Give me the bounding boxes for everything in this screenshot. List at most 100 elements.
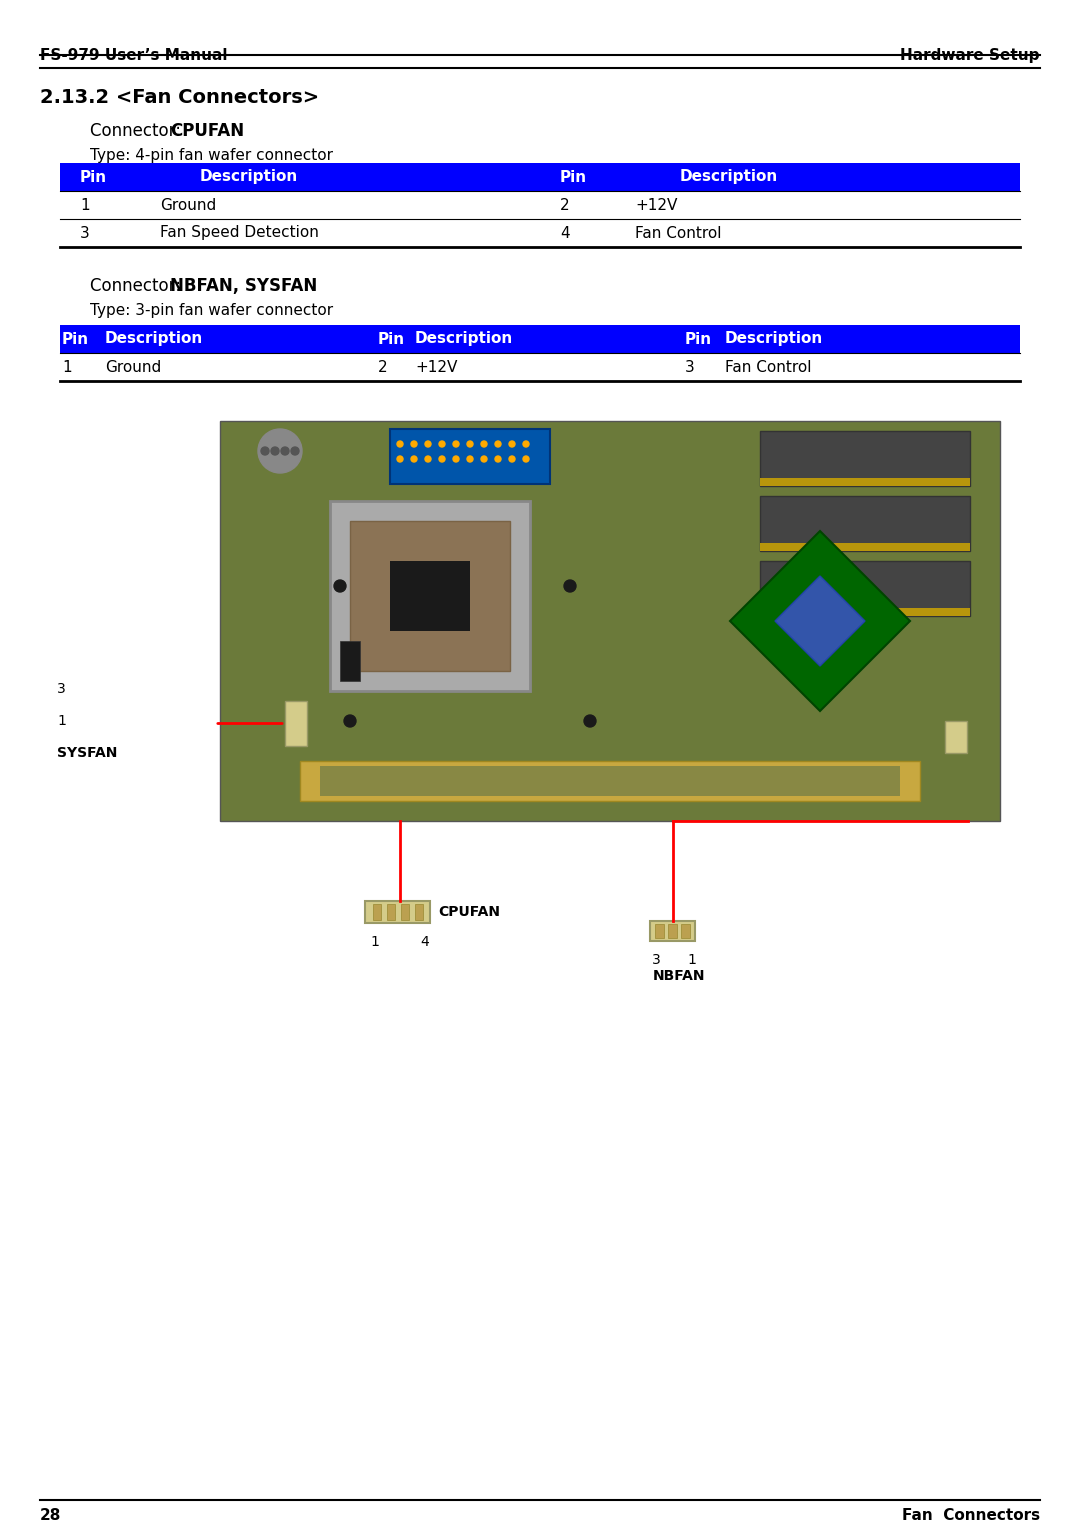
Text: 4: 4: [420, 936, 429, 950]
Text: Fan Control: Fan Control: [635, 225, 721, 240]
Bar: [401, 904, 409, 920]
Bar: [681, 924, 690, 937]
Text: Pin: Pin: [561, 170, 588, 185]
Circle shape: [397, 440, 403, 446]
Bar: [285, 700, 307, 746]
Circle shape: [564, 579, 576, 592]
Circle shape: [261, 446, 269, 456]
Text: Pin: Pin: [80, 170, 107, 185]
Circle shape: [397, 456, 403, 462]
Text: CPUFAN: CPUFAN: [438, 905, 500, 919]
Text: Ground: Ground: [105, 359, 161, 375]
Text: 2.13.2 <Fan Connectors>: 2.13.2 <Fan Connectors>: [40, 89, 319, 107]
Text: 1: 1: [62, 359, 71, 375]
Text: NBFAN: NBFAN: [652, 969, 705, 983]
Circle shape: [523, 456, 529, 462]
Bar: [387, 904, 395, 920]
Circle shape: [453, 456, 459, 462]
Circle shape: [258, 430, 302, 472]
Text: Pin: Pin: [378, 332, 405, 347]
Circle shape: [411, 456, 417, 462]
Text: Pin: Pin: [62, 332, 90, 347]
Bar: [350, 521, 510, 671]
Circle shape: [509, 440, 515, 446]
Bar: [760, 495, 970, 550]
Text: Description: Description: [415, 332, 513, 347]
Bar: [365, 901, 430, 924]
Bar: [60, 326, 1020, 353]
Text: +12V: +12V: [415, 359, 457, 375]
Circle shape: [523, 440, 529, 446]
Text: 1: 1: [57, 714, 66, 728]
Text: Pin: Pin: [685, 332, 712, 347]
Bar: [760, 609, 970, 616]
Bar: [654, 924, 664, 937]
Circle shape: [481, 456, 487, 462]
Text: 2: 2: [378, 359, 388, 375]
Bar: [300, 761, 920, 801]
Circle shape: [334, 579, 346, 592]
Circle shape: [291, 446, 299, 456]
Bar: [669, 924, 677, 937]
Text: Hardware Setup: Hardware Setup: [901, 47, 1040, 63]
Text: Ground: Ground: [160, 197, 216, 213]
Polygon shape: [775, 576, 865, 667]
Bar: [320, 766, 900, 797]
Bar: [60, 164, 1020, 191]
Text: SYSFAN: SYSFAN: [57, 746, 118, 760]
Bar: [650, 920, 696, 940]
Bar: [945, 722, 967, 752]
Circle shape: [438, 440, 445, 446]
Circle shape: [495, 440, 501, 446]
Circle shape: [467, 456, 473, 462]
Bar: [220, 420, 1000, 821]
Text: Fan Control: Fan Control: [725, 359, 811, 375]
Circle shape: [411, 440, 417, 446]
Bar: [415, 904, 423, 920]
Bar: [390, 430, 550, 485]
Circle shape: [453, 440, 459, 446]
Text: Description: Description: [725, 332, 823, 347]
Circle shape: [467, 440, 473, 446]
Bar: [760, 543, 970, 550]
Bar: [760, 479, 970, 486]
Circle shape: [271, 446, 279, 456]
Text: 3: 3: [57, 682, 66, 696]
Circle shape: [584, 716, 596, 726]
Circle shape: [495, 456, 501, 462]
Text: +12V: +12V: [635, 197, 677, 213]
Text: 1: 1: [370, 936, 379, 950]
Text: 3: 3: [80, 225, 90, 240]
Text: Fan Speed Detection: Fan Speed Detection: [160, 225, 319, 240]
Circle shape: [481, 440, 487, 446]
Bar: [330, 502, 530, 691]
Text: Connector:: Connector:: [90, 122, 186, 141]
Text: 2: 2: [561, 197, 569, 213]
Text: 1: 1: [687, 953, 696, 966]
Bar: [760, 431, 970, 486]
Polygon shape: [730, 531, 910, 711]
Text: Fan  Connectors: Fan Connectors: [902, 1508, 1040, 1523]
Text: 1: 1: [80, 197, 90, 213]
Bar: [760, 561, 970, 616]
Text: Description: Description: [680, 170, 779, 185]
Text: CPUFAN: CPUFAN: [170, 122, 244, 141]
Text: 3: 3: [652, 953, 661, 966]
Circle shape: [438, 456, 445, 462]
Text: NBFAN, SYSFAN: NBFAN, SYSFAN: [170, 277, 318, 295]
Bar: [390, 561, 470, 631]
Text: Description: Description: [105, 332, 203, 347]
Circle shape: [426, 456, 431, 462]
Text: 28: 28: [40, 1508, 62, 1523]
Text: Type: 3-pin fan wafer connector: Type: 3-pin fan wafer connector: [90, 303, 333, 318]
Text: 3: 3: [685, 359, 694, 375]
Text: Type: 4-pin fan wafer connector: Type: 4-pin fan wafer connector: [90, 148, 333, 164]
Circle shape: [345, 716, 356, 726]
Text: Description: Description: [200, 170, 298, 185]
Circle shape: [281, 446, 289, 456]
Bar: [340, 641, 360, 680]
Text: 4: 4: [561, 225, 569, 240]
Text: Connector:: Connector:: [90, 277, 186, 295]
Circle shape: [509, 456, 515, 462]
Text: FS-979 User’s Manual: FS-979 User’s Manual: [40, 47, 228, 63]
